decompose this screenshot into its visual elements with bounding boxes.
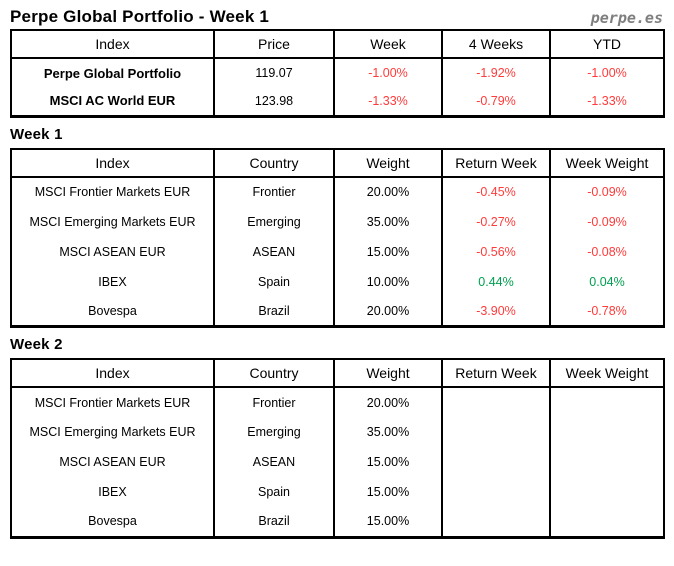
- cell-ytd: -1.33%: [549, 87, 665, 116]
- cell-index: MSCI Frontier Markets EUR: [10, 387, 215, 417]
- cell-week-weight: -0.78%: [549, 296, 665, 327]
- week1-row-frontier: MSCI Frontier Markets EUR Frontier 20.00…: [10, 176, 665, 207]
- cell-week-weight: [549, 507, 665, 537]
- cell-country: Emerging: [213, 206, 335, 237]
- cell-return-week: -3.90%: [441, 296, 551, 327]
- report-header: Perpe Global Portfolio - Week 1 perpe.es: [10, 3, 663, 27]
- cell-country: Frontier: [213, 176, 335, 207]
- cell-country: ASEAN: [213, 236, 335, 267]
- cell-weight: 20.00%: [333, 387, 443, 417]
- cell-return-week: [441, 507, 551, 537]
- cell-return-week: [441, 417, 551, 447]
- cell-index: IBEX: [10, 266, 215, 297]
- cell-index: Bovespa: [10, 296, 215, 327]
- week1-header-week-weight: Week Weight: [549, 148, 665, 177]
- cell-return-week: [441, 447, 551, 477]
- week2-row-asean: MSCI ASEAN EUR ASEAN 15.00%: [10, 447, 665, 477]
- week1-header-index: Index: [10, 148, 215, 177]
- cell-week: -1.33%: [333, 87, 443, 116]
- cell-week-weight: [549, 447, 665, 477]
- cell-index: Perpe Global Portfolio: [10, 58, 215, 87]
- week2-header-row: Index Country Weight Return Week Week We…: [10, 359, 665, 387]
- summary-header-week: Week: [333, 30, 443, 58]
- summary-header-ytd: YTD: [549, 30, 665, 58]
- cell-weight: 15.00%: [333, 236, 443, 267]
- cell-country: Emerging: [213, 417, 335, 447]
- cell-weight: 15.00%: [333, 477, 443, 507]
- cell-4weeks: -1.92%: [441, 58, 551, 87]
- cell-index: MSCI ASEAN EUR: [10, 236, 215, 267]
- cell-return-week: -0.27%: [441, 206, 551, 237]
- cell-country: Brazil: [213, 296, 335, 327]
- cell-price: 119.07: [213, 58, 335, 87]
- cell-ytd: -1.00%: [549, 58, 665, 87]
- cell-return-week: -0.45%: [441, 176, 551, 207]
- week2-header-return-week: Return Week: [441, 359, 551, 387]
- week1-row-emerging: MSCI Emerging Markets EUR Emerging 35.00…: [10, 206, 665, 237]
- cell-weight: 35.00%: [333, 417, 443, 447]
- summary-header-row: Index Price Week 4 Weeks YTD: [10, 30, 665, 58]
- summary-header-price: Price: [213, 30, 335, 58]
- cell-weight: 15.00%: [333, 507, 443, 537]
- cell-week-weight: [549, 477, 665, 507]
- cell-price: 123.98: [213, 87, 335, 116]
- perpe-logo: perpe.es: [590, 9, 663, 27]
- cell-weight: 35.00%: [333, 206, 443, 237]
- cell-weight: 10.00%: [333, 266, 443, 297]
- cell-week-weight: [549, 387, 665, 417]
- week1-row-bovespa: Bovespa Brazil 20.00% -3.90% -0.78%: [10, 296, 665, 327]
- summary-row-msci-world: MSCI AC World EUR 123.98 -1.33% -0.79% -…: [10, 87, 665, 116]
- week1-table: Index Country Weight Return Week Week We…: [10, 147, 665, 328]
- week2-header-index: Index: [10, 359, 215, 387]
- cell-index: IBEX: [10, 477, 215, 507]
- week2-heading: Week 2: [10, 336, 63, 353]
- cell-country: ASEAN: [213, 447, 335, 477]
- week2-table: Index Country Weight Return Week Week We…: [10, 358, 665, 539]
- week2-row-emerging: MSCI Emerging Markets EUR Emerging 35.00…: [10, 417, 665, 447]
- week2-row-bovespa: Bovespa Brazil 15.00%: [10, 507, 665, 537]
- week2-row-ibex: IBEX Spain 15.00%: [10, 477, 665, 507]
- cell-4weeks: -0.79%: [441, 87, 551, 116]
- cell-country: Spain: [213, 266, 335, 297]
- cell-index: MSCI Frontier Markets EUR: [10, 176, 215, 207]
- cell-week-weight: -0.08%: [549, 236, 665, 267]
- cell-week-weight: [549, 417, 665, 447]
- summary-row-portfolio: Perpe Global Portfolio 119.07 -1.00% -1.…: [10, 58, 665, 87]
- cell-country: Spain: [213, 477, 335, 507]
- week2-header-weight: Weight: [333, 359, 443, 387]
- page-title: Perpe Global Portfolio - Week 1: [10, 7, 270, 26]
- cell-weight: 20.00%: [333, 296, 443, 327]
- cell-country: Frontier: [213, 387, 335, 417]
- cell-weight: 20.00%: [333, 176, 443, 207]
- week2-header-country: Country: [213, 359, 335, 387]
- cell-index: MSCI Emerging Markets EUR: [10, 417, 215, 447]
- cell-week-weight: -0.09%: [549, 206, 665, 237]
- week1-row-ibex: IBEX Spain 10.00% 0.44% 0.04%: [10, 266, 665, 297]
- cell-return-week: -0.56%: [441, 236, 551, 267]
- week1-header-weight: Weight: [333, 148, 443, 177]
- week1-header-row: Index Country Weight Return Week Week We…: [10, 148, 665, 177]
- cell-index: MSCI AC World EUR: [10, 87, 215, 116]
- week1-row-asean: MSCI ASEAN EUR ASEAN 15.00% -0.56% -0.08…: [10, 236, 665, 267]
- cell-weight: 15.00%: [333, 447, 443, 477]
- cell-index: MSCI Emerging Markets EUR: [10, 206, 215, 237]
- cell-return-week: [441, 477, 551, 507]
- cell-return-week: [441, 387, 551, 417]
- week2-row-frontier: MSCI Frontier Markets EUR Frontier 20.00…: [10, 387, 665, 417]
- report-page: Perpe Global Portfolio - Week 1 perpe.es…: [10, 3, 665, 539]
- cell-return-week: 0.44%: [441, 266, 551, 297]
- week1-heading: Week 1: [10, 125, 63, 143]
- cell-week-weight: -0.09%: [549, 176, 665, 207]
- summary-header-4weeks: 4 Weeks: [441, 30, 551, 58]
- week2-header-week-weight: Week Weight: [549, 359, 665, 387]
- cell-country: Brazil: [213, 507, 335, 537]
- summary-header-index: Index: [10, 30, 215, 58]
- cell-index: MSCI ASEAN EUR: [10, 447, 215, 477]
- cell-week: -1.00%: [333, 58, 443, 87]
- summary-table: Index Price Week 4 Weeks YTD Perpe Globa…: [10, 29, 665, 118]
- cell-index: Bovespa: [10, 507, 215, 537]
- week1-header-return-week: Return Week: [441, 148, 551, 177]
- cell-week-weight: 0.04%: [549, 266, 665, 297]
- week1-header-country: Country: [213, 148, 335, 177]
